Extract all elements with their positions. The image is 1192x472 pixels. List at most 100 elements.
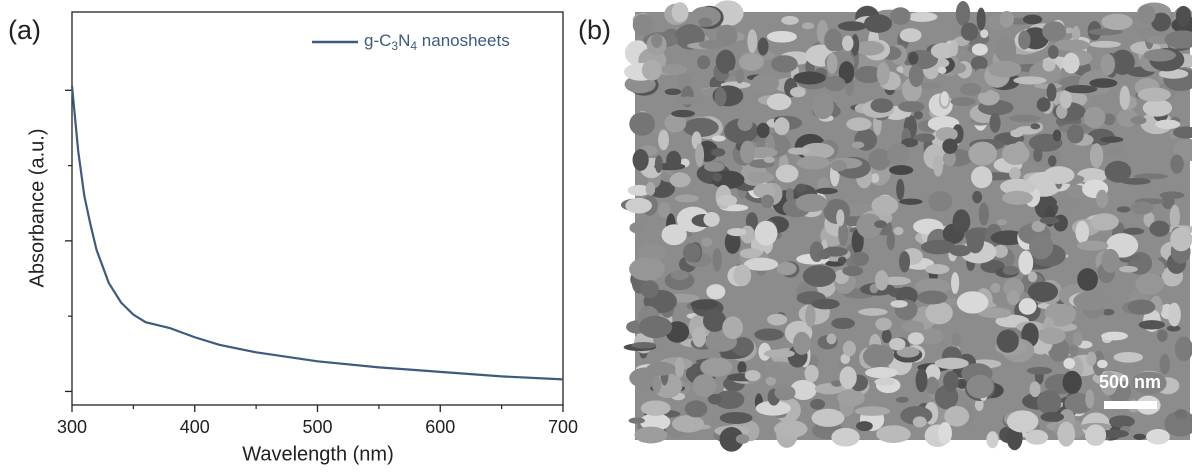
- sem-grain: [1166, 325, 1181, 332]
- sem-grain: [1137, 4, 1156, 25]
- sem-grain: [1143, 211, 1155, 227]
- sem-grain: [1088, 28, 1123, 36]
- sem-grain: [950, 39, 959, 57]
- sem-grain: [767, 313, 788, 326]
- sem-grain: [724, 230, 741, 254]
- sem-grain: [627, 184, 651, 196]
- sem-grain: [748, 171, 775, 184]
- sem-grain: [887, 142, 910, 166]
- sem-grain: [1089, 78, 1118, 88]
- sem-grain: [805, 304, 816, 328]
- sem-grain: [811, 298, 840, 310]
- sem-grain: [927, 116, 960, 132]
- sem-grain: [804, 364, 819, 383]
- sem-grain: [744, 257, 779, 271]
- sem-grain: [629, 112, 656, 136]
- sem-grain: [1084, 424, 1107, 446]
- sem-grain: [971, 43, 988, 56]
- sem-grain: [928, 191, 953, 212]
- sem-grain: [1104, 160, 1132, 183]
- x-tick-label: 600: [425, 417, 455, 437]
- sem-grain: [896, 346, 920, 358]
- sem-grain: [919, 82, 942, 90]
- sem-grain: [895, 396, 909, 403]
- sem-grain: [1174, 409, 1188, 419]
- sem-grain: [1090, 213, 1119, 231]
- sem-grain: [658, 202, 671, 218]
- sem-grain: [1096, 189, 1109, 209]
- sem-grain: [874, 377, 895, 386]
- sem-grain: [1085, 389, 1095, 409]
- sem-grain: [837, 21, 867, 31]
- sem-grain: [1107, 147, 1124, 156]
- sem-grain: [999, 11, 1014, 28]
- sem-grain: [868, 148, 891, 171]
- sem-grain: [793, 71, 826, 85]
- sem-grain: [1146, 428, 1170, 445]
- sem-grain: [640, 400, 671, 416]
- sem-grain: [682, 243, 701, 263]
- sem-grain: [950, 97, 976, 107]
- sem-grain: [925, 301, 953, 325]
- sem-grain: [751, 73, 780, 93]
- sem-grain: [1149, 220, 1170, 237]
- sem-grain: [852, 141, 865, 149]
- sem-grain: [1066, 184, 1087, 199]
- sem-grain: [989, 112, 1001, 133]
- sem-grain: [901, 138, 919, 148]
- sem-grain: [790, 87, 806, 98]
- sem-grain: [901, 320, 925, 333]
- sem-grain: [1043, 166, 1075, 184]
- sem-grain: [658, 129, 669, 151]
- sem-grain: [870, 173, 880, 184]
- sem-grain: [737, 116, 753, 131]
- sem-grain: [956, 378, 968, 389]
- sem-grain: [703, 211, 720, 227]
- sem-grain: [890, 300, 908, 308]
- sem-grain: [1040, 412, 1065, 422]
- sem-grain: [771, 55, 798, 73]
- sem-grain: [1073, 291, 1108, 311]
- sem-grain: [711, 135, 726, 142]
- sem-grain: [1137, 87, 1171, 102]
- sem-grain: [669, 172, 691, 188]
- sem-grain: [1029, 233, 1054, 260]
- sem-grain: [1075, 220, 1090, 244]
- sem-grain: [1022, 14, 1043, 25]
- sem-grain: [1142, 99, 1173, 117]
- sem-grain: [674, 194, 699, 203]
- sem-grain: [899, 251, 911, 273]
- sem-grain: [1006, 410, 1039, 433]
- sem-grain: [1089, 143, 1104, 169]
- sem-grain: [977, 89, 1000, 106]
- sem-grain: [980, 29, 989, 38]
- legend-label: g-C3N4 nanosheets: [364, 31, 510, 53]
- sem-grain: [949, 244, 972, 257]
- sem-grain: [1077, 168, 1108, 184]
- sem-grain: [889, 165, 914, 175]
- sem-grain: [955, 1, 971, 26]
- sem-grain: [1089, 40, 1121, 48]
- sem-grain: [765, 376, 777, 386]
- sem-grain: [826, 333, 837, 345]
- sem-grain: [722, 316, 744, 339]
- sem-grain: [1164, 30, 1192, 49]
- sem-grain: [697, 55, 711, 70]
- sem-grain: [719, 411, 753, 425]
- sem-grain: [908, 51, 919, 65]
- sem-grain: [1002, 190, 1033, 205]
- sem-grain: [1159, 354, 1170, 375]
- sem-grain: [625, 197, 652, 214]
- sem-grain: [1042, 58, 1056, 72]
- sem-grain: [1173, 126, 1192, 139]
- sem-grain: [712, 172, 723, 182]
- sem-grain: [899, 198, 923, 205]
- sem-grain: [1062, 52, 1080, 74]
- sem-grain: [763, 156, 775, 163]
- sem-grain: [1116, 206, 1131, 213]
- sem-grain: [1018, 298, 1037, 315]
- sem-grain: [1157, 329, 1168, 342]
- sem-grain: [792, 331, 811, 355]
- sem-grain: [970, 56, 988, 71]
- scale-bar: [1104, 401, 1157, 409]
